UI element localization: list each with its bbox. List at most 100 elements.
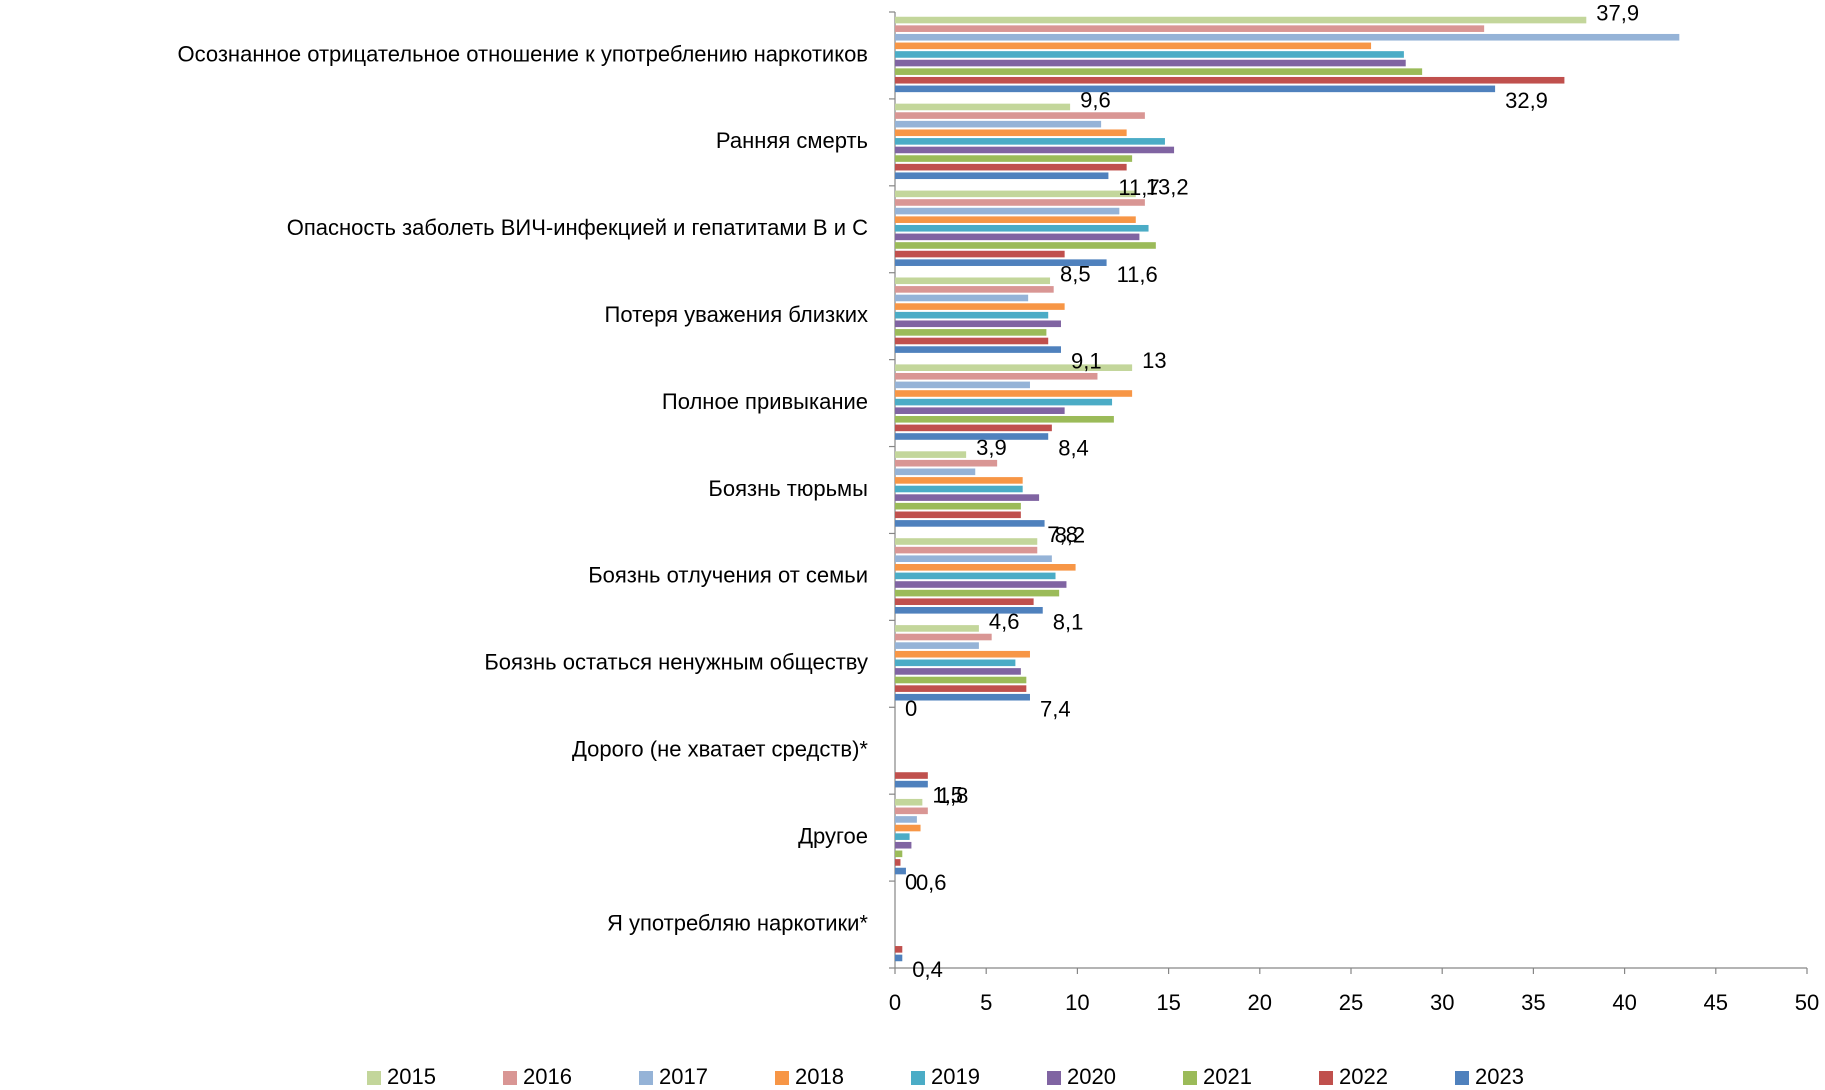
category-label: Другое	[798, 823, 868, 848]
legend-label: 2023	[1475, 1064, 1524, 1089]
data-label: 8,4	[1058, 436, 1089, 461]
legend-label: 2020	[1067, 1064, 1116, 1089]
bar	[895, 572, 1056, 580]
x-tick-label: 50	[1795, 990, 1819, 1015]
legend-label: 2018	[795, 1064, 844, 1089]
bar	[895, 589, 1060, 597]
bar	[895, 564, 1076, 571]
data-label: 9,1	[1071, 349, 1102, 374]
category-label: Опасность заболеть ВИЧ-инфекцией и гепат…	[287, 215, 868, 240]
data-label: 32,9	[1505, 88, 1548, 113]
category-label: Ранняя смерть	[716, 128, 868, 153]
legend-label: 2022	[1339, 1064, 1388, 1089]
bar	[895, 68, 1423, 75]
category-label: Боязнь отлучения от семьи	[588, 563, 868, 588]
x-tick-label: 40	[1612, 990, 1636, 1015]
data-label: 1,5	[932, 783, 963, 808]
data-label: 37,9	[1596, 1, 1639, 26]
bar	[895, 676, 1027, 684]
bar	[895, 650, 1030, 658]
category-label: Боязнь тюрьмы	[708, 476, 868, 501]
bar	[895, 607, 1043, 614]
bar	[895, 415, 1114, 423]
bar	[895, 511, 1021, 519]
bar	[895, 633, 992, 641]
bar	[895, 555, 1052, 563]
data-label: 11,7	[1118, 175, 1159, 200]
category-label: Потеря уважения близких	[605, 302, 868, 327]
bar	[895, 16, 1587, 24]
bar	[895, 598, 1034, 606]
bar	[895, 138, 1165, 145]
bar	[895, 581, 1067, 588]
bar	[895, 390, 1133, 397]
data-label: 0	[905, 696, 917, 721]
bar	[895, 372, 1098, 380]
bar	[895, 25, 1485, 32]
data-label: 0,4	[912, 957, 943, 982]
bar	[895, 163, 1127, 171]
bar	[895, 424, 1052, 432]
bar	[895, 433, 1049, 440]
x-tick-label: 20	[1248, 990, 1272, 1015]
bar	[895, 120, 1102, 128]
bar	[895, 798, 923, 806]
legend-swatch	[1455, 1071, 1469, 1085]
x-tick-label: 15	[1156, 990, 1180, 1015]
data-label: 7,8	[1047, 522, 1078, 547]
x-tick-label: 30	[1430, 990, 1454, 1015]
bar	[895, 303, 1065, 310]
data-label: 8,2	[1055, 523, 1086, 548]
bar	[895, 824, 921, 832]
bar	[895, 329, 1047, 336]
bar	[895, 199, 1145, 206]
bar	[895, 233, 1140, 241]
x-tick-label: 10	[1065, 990, 1089, 1015]
x-tick-label: 45	[1704, 990, 1728, 1015]
category-label: Осознанное отрицательное отношение к упо…	[178, 41, 869, 66]
bar	[895, 33, 1680, 41]
bar	[895, 59, 1406, 67]
bar	[895, 780, 928, 788]
legend-swatch	[503, 1071, 517, 1085]
bar	[895, 468, 976, 476]
x-tick-label: 0	[889, 990, 901, 1015]
bar	[895, 155, 1133, 162]
bar	[895, 693, 1030, 701]
x-tick-label: 5	[980, 990, 992, 1015]
legend-label: 2016	[523, 1064, 572, 1089]
bar	[895, 242, 1156, 249]
bar	[895, 259, 1107, 266]
legend-swatch	[367, 1071, 381, 1085]
bar	[895, 224, 1149, 232]
category-label: Боязнь остаться ненужным обществу	[484, 650, 868, 675]
data-label: 0	[905, 870, 917, 895]
bar	[895, 407, 1065, 414]
data-label: 11,6	[1117, 262, 1158, 287]
x-tick-label: 35	[1521, 990, 1545, 1015]
bar	[895, 76, 1565, 84]
bar	[895, 190, 1136, 198]
bar	[895, 477, 1023, 484]
bar	[895, 685, 1027, 692]
category-label: Я употребляю наркотики*	[607, 910, 868, 935]
bar	[895, 625, 979, 632]
bar	[895, 859, 901, 866]
legend-swatch	[1183, 1071, 1197, 1085]
bar	[895, 216, 1136, 223]
legend-swatch	[1047, 1071, 1061, 1085]
legend-label: 2021	[1203, 1064, 1252, 1089]
bar	[895, 659, 1016, 667]
bar	[895, 954, 903, 962]
bar	[895, 772, 928, 779]
legend-label: 2015	[387, 1064, 436, 1089]
bar	[895, 346, 1061, 353]
bar	[895, 172, 1109, 180]
bar	[895, 250, 1065, 258]
bar	[895, 451, 967, 458]
bar	[895, 520, 1045, 527]
bar	[895, 146, 1175, 154]
data-label: 7,4	[1040, 696, 1071, 721]
data-label: 13	[1142, 348, 1166, 373]
bar	[895, 946, 903, 953]
